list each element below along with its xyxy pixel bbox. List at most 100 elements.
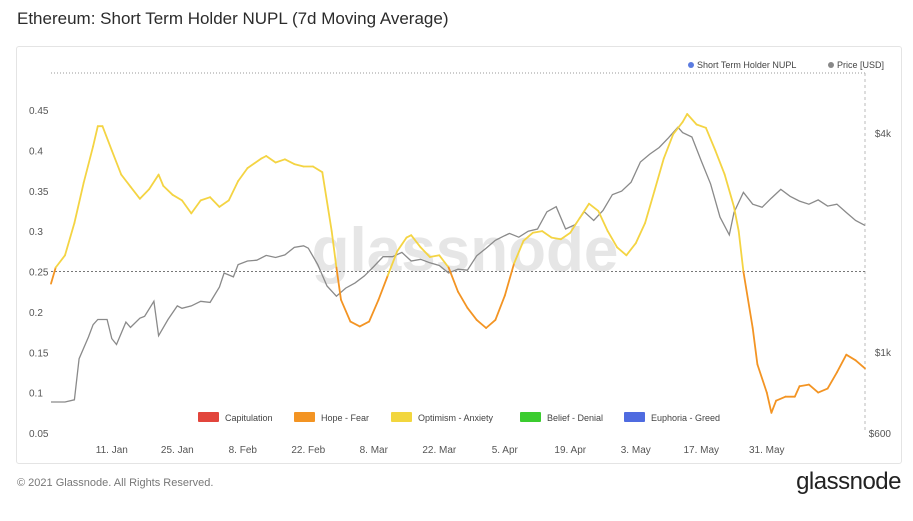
nupl-line-segment	[274, 158, 286, 164]
x-tick-label: 19. Apr	[554, 445, 586, 456]
nupl-line-segment	[265, 155, 277, 164]
legend-swatch	[294, 412, 315, 422]
y-right-tick-label: $4k	[875, 129, 892, 140]
nupl-line-segment	[377, 274, 389, 301]
x-tick-label: 11. Jan	[96, 445, 128, 456]
nupl-line-segment	[793, 385, 801, 398]
x-tick-label: 22. Mar	[422, 445, 457, 456]
price-line	[51, 126, 866, 403]
nupl-line-segment	[227, 180, 240, 202]
nupl-line-segment	[705, 126, 717, 152]
nupl-line-segment	[283, 158, 296, 165]
watermark: glassnode	[312, 216, 619, 285]
legend-swatch	[520, 412, 541, 422]
nupl-line-segment	[120, 173, 132, 188]
nupl-line-segment	[817, 387, 829, 394]
nupl-line-segment	[550, 236, 562, 241]
nupl-line-segment	[293, 163, 305, 168]
nupl-line-segment	[181, 199, 193, 215]
y-right-tick-label: $1k	[875, 348, 892, 359]
nupl-line-segment	[714, 149, 726, 176]
nupl-line-segment	[321, 171, 333, 233]
nupl-line-segment	[845, 353, 857, 362]
nupl-line-segment	[798, 383, 810, 388]
nupl-line-segment	[171, 193, 183, 202]
nupl-line-segment	[522, 231, 534, 242]
x-tick-label: 8. Feb	[229, 445, 258, 456]
nupl-line-segment	[770, 399, 777, 414]
y-tick-label: 0.35	[29, 187, 49, 198]
y-tick-label: 0.45	[29, 106, 49, 117]
nupl-line-segment	[218, 199, 230, 208]
legend-marker	[828, 62, 834, 68]
x-tick-label: 5. Apr	[492, 445, 519, 456]
nupl-line-segment	[340, 298, 352, 323]
nupl-line-segment	[606, 230, 618, 249]
nupl-line-segment	[588, 202, 600, 212]
page-title: Ethereum: Short Term Holder NUPL (7d Mov…	[17, 9, 449, 28]
nupl-line-segment	[157, 173, 165, 187]
nupl-line-segment	[419, 246, 431, 258]
y-tick-label: 0.25	[29, 268, 49, 279]
legend-label: Belief - Denial	[547, 413, 603, 423]
y-tick-label: 0.05	[29, 429, 49, 440]
nupl-line-segment	[330, 230, 338, 269]
nupl-line-segment	[54, 254, 66, 269]
chart: glassnode 0.05 0.1 0.15 0.2 0.25 0.3 0.35 0.4 0.4…	[29, 60, 892, 456]
x-tick-label: 22. Feb	[291, 445, 325, 456]
nupl-line-segment	[386, 250, 399, 277]
nupl-line-segment	[733, 205, 740, 233]
nupl-line-segment	[447, 266, 459, 293]
y-right-tick-label: $600	[869, 429, 892, 440]
nupl-line-segment	[82, 145, 94, 184]
x-tick-label: 8. Mar	[360, 445, 389, 456]
nupl-line-segment	[513, 239, 525, 265]
y-tick-label: 0.2	[29, 308, 43, 319]
nupl-line-segment	[110, 149, 123, 176]
nupl-line-segment	[139, 188, 151, 200]
nupl-line-segment	[335, 266, 342, 301]
nupl-line-segment	[503, 262, 516, 297]
nupl-line-segment	[672, 121, 684, 136]
nupl-line-segment	[751, 327, 759, 366]
chart-panel: glassnode 0.05 0.1 0.15 0.2 0.25 0.3 0.35 0.4 0.4…	[16, 46, 902, 464]
nupl-line-segment	[312, 165, 324, 174]
nupl-line-segment	[616, 246, 628, 257]
legend-label: Euphoria - Greed	[651, 413, 720, 423]
legend-label: Capitulation	[225, 413, 273, 423]
nupl-line-segment	[50, 266, 57, 285]
nupl-line-segment	[854, 359, 866, 370]
x-tick-label: 31. May	[749, 445, 785, 456]
nupl-line-segment	[541, 230, 553, 239]
copyright-text: © 2021 Glassnode. All Rights Reserved.	[17, 477, 214, 489]
nupl-line-segment	[569, 217, 581, 234]
nupl-line-segment	[826, 371, 838, 390]
nupl-line-segment	[756, 363, 768, 394]
y-tick-label: 0.1	[29, 389, 43, 400]
legend-label: Optimism - Anxiety	[418, 413, 494, 423]
legend-label: Price [USD]	[837, 60, 884, 70]
legend-swatch	[391, 412, 412, 422]
nupl-line-segment	[532, 230, 544, 234]
nupl-line-segment	[765, 391, 773, 414]
nupl-line-segment	[695, 123, 707, 129]
legend-label: Hope - Fear	[321, 413, 369, 423]
nupl-line-segment	[494, 294, 506, 321]
y-tick-label: 0.4	[29, 146, 43, 157]
nupl-line-segment	[64, 222, 76, 257]
nupl-line-segment	[625, 242, 637, 257]
y-tick-label: 0.3	[29, 227, 43, 238]
nupl-line-segment	[162, 184, 174, 196]
nupl-line-segment	[653, 157, 665, 192]
nupl-line-segment	[101, 125, 113, 152]
nupl-line-segment	[209, 196, 221, 208]
nupl-line-segment	[737, 230, 745, 273]
nupl-line-segment	[148, 173, 160, 191]
nupl-line-segment	[597, 209, 609, 233]
nupl-line-segment	[438, 254, 450, 269]
x-tick-label: 17. May	[683, 445, 719, 456]
nupl-line-segment	[578, 202, 590, 220]
nupl-line-segment	[742, 270, 754, 329]
nupl-line-segment	[237, 167, 249, 183]
legend-swatch	[624, 412, 645, 422]
